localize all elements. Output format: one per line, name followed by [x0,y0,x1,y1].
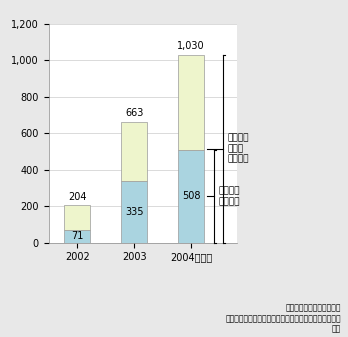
Text: 携帯電話
での流通: 携帯電話 での流通 [219,187,240,206]
Text: 335: 335 [125,207,143,217]
Text: 663: 663 [125,108,143,118]
Text: 204: 204 [68,192,86,202]
Bar [121,182,147,243]
Text: （億円）: （億円） [0,9,1,19]
Text: インター
ネット
での流通: インター ネット での流通 [228,134,250,163]
Text: 総務省情報通信政策研究所
「メディア・ソフトの制作及び流通の実態調査」により
作成: 総務省情報通信政策研究所 「メディア・ソフトの制作及び流通の実態調査」により 作… [226,304,341,334]
Bar [178,150,204,243]
Bar [121,122,147,182]
Bar [64,205,90,230]
Text: 1,030: 1,030 [177,41,205,51]
Bar [178,55,204,150]
Text: 508: 508 [182,191,200,201]
Bar [64,230,90,243]
Text: 71: 71 [71,231,84,241]
